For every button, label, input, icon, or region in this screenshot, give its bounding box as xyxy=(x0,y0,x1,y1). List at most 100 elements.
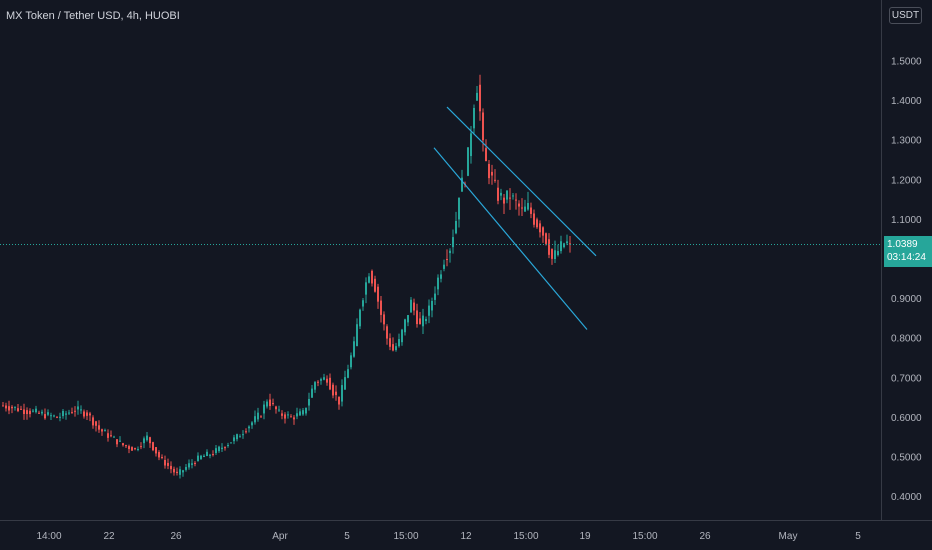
candle-body xyxy=(344,377,346,390)
candle-body xyxy=(521,207,523,209)
candle-body xyxy=(56,416,58,418)
candle-body xyxy=(428,305,430,316)
candle-body xyxy=(422,315,424,327)
time-tick-label: Apr xyxy=(272,531,288,542)
candle-body xyxy=(281,413,283,416)
candle-body xyxy=(239,436,241,438)
candle-body xyxy=(308,398,310,406)
candle-body xyxy=(2,405,4,407)
candle-body xyxy=(365,282,367,295)
candle-body xyxy=(566,241,568,244)
candle-body xyxy=(5,405,7,409)
trendlines xyxy=(433,106,597,330)
candle-body xyxy=(38,412,40,414)
candle-body xyxy=(131,447,133,451)
candle-body xyxy=(515,199,517,201)
candle-body xyxy=(320,379,322,381)
candle-body xyxy=(503,197,505,204)
candle-body xyxy=(80,409,82,411)
candle-body xyxy=(407,315,409,323)
candle-body xyxy=(476,92,478,101)
candle-body xyxy=(206,451,208,457)
price-tick-label: 0.7000 xyxy=(891,373,922,384)
candle-body xyxy=(509,197,511,199)
time-tick-label: 15:00 xyxy=(632,531,657,542)
candle-body xyxy=(296,413,298,417)
candle-body xyxy=(113,436,115,438)
candle-body xyxy=(293,417,295,420)
candle-body xyxy=(83,411,85,417)
price-tick-label: 0.8000 xyxy=(891,334,922,345)
candle-body xyxy=(383,314,385,325)
candle-body xyxy=(224,447,226,449)
candle-body xyxy=(374,278,376,292)
candle-body xyxy=(494,179,496,181)
candle-body xyxy=(362,300,364,307)
candle-body xyxy=(68,412,70,414)
candle-body xyxy=(560,241,562,252)
symbol-title[interactable]: MX Token / Tether USD, 4h, HUOBI xyxy=(6,10,180,22)
candle-body xyxy=(116,439,118,445)
candle-body xyxy=(395,346,397,351)
time-tick-label: 5 xyxy=(855,531,861,542)
candle-body xyxy=(173,468,175,473)
candle-body xyxy=(77,406,79,410)
candle-body xyxy=(266,401,268,407)
candle-body xyxy=(401,329,403,343)
candle-body xyxy=(32,410,34,412)
candle-body xyxy=(158,452,160,458)
candle-body xyxy=(182,470,184,473)
candle-body xyxy=(209,454,211,456)
candle-body xyxy=(398,339,400,347)
candle-body xyxy=(449,250,451,254)
channel-lower-trendline[interactable] xyxy=(433,147,588,330)
candle-body xyxy=(497,187,499,201)
candle-body xyxy=(446,259,448,261)
candle-body xyxy=(140,446,142,448)
candle-body xyxy=(380,300,382,315)
candles xyxy=(2,74,571,479)
candle-body xyxy=(329,377,331,390)
candle-body xyxy=(410,299,412,313)
time-tick-label: 14:00 xyxy=(36,531,61,542)
time-axis[interactable]: 14:00 22 26 Apr 5 15:00 12 15:00 19 15:00 26 May 5 xyxy=(36,531,861,542)
time-tick-label: 5 xyxy=(344,531,350,542)
candle-body xyxy=(245,431,247,433)
candle-body xyxy=(488,163,490,179)
time-tick-label: 26 xyxy=(170,531,182,542)
candle-body xyxy=(302,410,304,415)
candle-body xyxy=(47,412,49,415)
candle-body xyxy=(86,412,88,416)
candle-body xyxy=(290,416,292,418)
candle-body xyxy=(254,416,256,423)
channel-upper-trendline[interactable] xyxy=(446,106,597,257)
candle-body xyxy=(257,412,259,420)
candle-body xyxy=(338,396,340,405)
candle-body xyxy=(146,435,148,441)
candle-body xyxy=(539,223,541,233)
candle-body xyxy=(317,381,319,383)
candle-body xyxy=(152,442,154,451)
candle-body xyxy=(200,455,202,459)
candle-body xyxy=(149,437,151,444)
candle-body xyxy=(242,434,244,436)
candle-body xyxy=(467,147,469,176)
candle-body xyxy=(512,195,514,197)
candle-body xyxy=(227,444,229,446)
candle-body xyxy=(287,414,289,416)
candle-body xyxy=(107,433,109,438)
candle-body xyxy=(323,377,325,380)
candle-body xyxy=(425,318,427,322)
currency-badge[interactable]: USDT xyxy=(889,7,922,24)
candle-body xyxy=(44,414,46,419)
candle-body xyxy=(89,413,91,416)
candle-body xyxy=(197,455,199,461)
candle-body xyxy=(143,438,145,444)
candle-body xyxy=(482,112,484,141)
candle-body xyxy=(11,406,13,409)
candle-body xyxy=(548,239,550,255)
candle-body xyxy=(167,462,169,466)
candle-body xyxy=(251,422,253,426)
candle-body xyxy=(101,429,103,432)
